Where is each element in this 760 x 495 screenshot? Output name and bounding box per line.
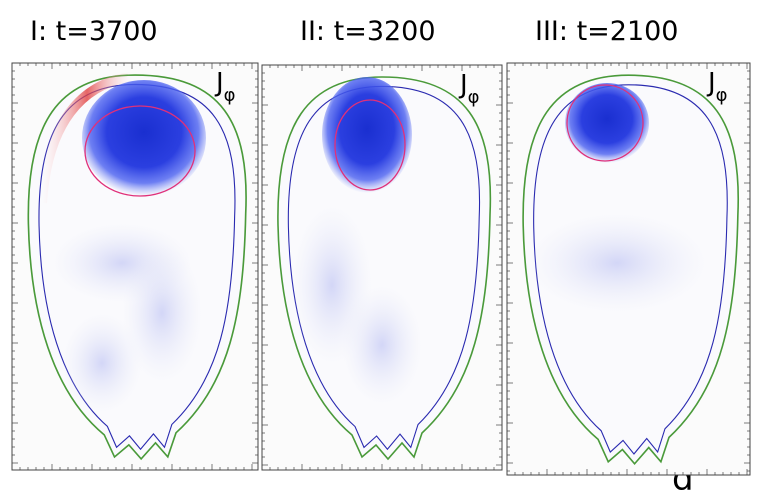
panel-title: II: t=3200: [300, 16, 436, 47]
current-blob: [565, 83, 649, 163]
panel: Jφ: [506, 62, 751, 476]
quantity-subscript: φ: [468, 87, 480, 108]
quantity-label: Jφ: [214, 68, 236, 106]
current-blob: [82, 80, 206, 196]
quantity-label: Jφ: [706, 68, 728, 106]
quantity-subscript: φ: [716, 85, 728, 106]
panel: Jφ: [11, 62, 259, 471]
q-surface: [84, 105, 196, 197]
q-surface: [566, 84, 644, 162]
current-region: [527, 213, 707, 313]
quantity: J: [706, 68, 716, 98]
separatrix: [287, 85, 481, 451]
quantity-label: Jφ: [458, 70, 480, 108]
reverse-current: [37, 72, 133, 204]
current-blob: [322, 77, 412, 193]
panel-title: I: t=3700: [30, 16, 158, 47]
separatrix: [533, 84, 728, 455]
current-region: [122, 243, 202, 383]
quantity: J: [458, 70, 468, 100]
quantity-subscript: φ: [224, 85, 236, 106]
quantity: J: [214, 68, 224, 98]
q-surface: [334, 99, 406, 191]
panel: Jφ: [261, 64, 503, 471]
panel-title: III: t=2100: [535, 16, 679, 47]
current-region: [342, 285, 422, 405]
current-region: [62, 313, 142, 413]
